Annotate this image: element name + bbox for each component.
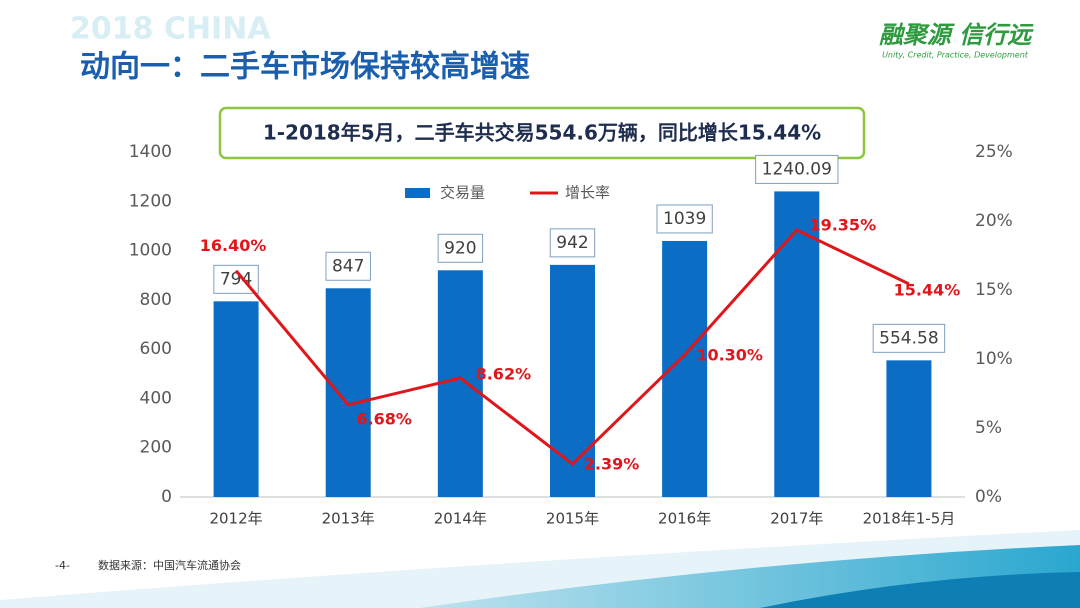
chart: 0 200 400 600 800 1000 1200 1400 0% 5% 10% 15% 20% 25… <box>129 142 1013 528</box>
logo: 融聚源 信行远 <box>879 21 1034 49</box>
bar-value-box <box>656 204 713 234</box>
x-tick-label: 2012年 <box>209 510 262 528</box>
y2-tick-label: 20% <box>975 211 1013 231</box>
y-tick-label: 1400 <box>129 142 172 162</box>
y-tick-label: 600 <box>140 339 172 359</box>
bar-value-label: 920 <box>444 238 476 258</box>
bar-value-label: 1240.09 <box>762 159 832 179</box>
decor-swoosh <box>760 572 1080 608</box>
x-tick-label: 2015年 <box>546 510 599 528</box>
bar <box>213 301 259 497</box>
y2-tick-label: 25% <box>975 142 1013 162</box>
x-tick-label: 2016年 <box>658 510 711 528</box>
x-tick-label: 2018年1-5月 <box>863 510 956 528</box>
x-tick-label: 2014年 <box>434 510 487 528</box>
bar <box>774 191 820 498</box>
line-value-label: 10.30% <box>696 345 763 364</box>
x-tick-label: 2013年 <box>322 510 375 528</box>
line-value-label: 16.40% <box>200 236 267 255</box>
line-value-label: 15.44% <box>894 280 961 299</box>
y2-tick-label: 15% <box>975 280 1013 300</box>
line <box>234 228 910 466</box>
y-tick-label: 0 <box>161 487 172 507</box>
y2-tick-label: 5% <box>975 418 1002 438</box>
y-tick-label: 400 <box>140 388 172 408</box>
callout-text: 1-2018年5月，二手车共交易554.6万辆，同比增长15.44% <box>263 121 821 145</box>
legend-label: 交易量 <box>440 184 485 202</box>
y2-tick-label: 10% <box>975 349 1013 369</box>
bar-value-label: 554.58 <box>879 328 938 348</box>
callout-box <box>218 106 866 160</box>
slogan: Unity, Credit, Practice, Development <box>882 51 1029 60</box>
y-tick-label: 800 <box>140 290 172 310</box>
page-number: -4- <box>55 559 70 572</box>
bar <box>550 264 595 497</box>
bar-value-box <box>213 264 259 294</box>
legend-swatch <box>405 188 430 198</box>
bar <box>437 270 483 497</box>
bar-value-box <box>872 323 946 353</box>
bar-value-box <box>325 251 371 281</box>
watermark: 2018 CHINA <box>70 12 271 47</box>
source-note: 数据来源：中国汽车流通协会 <box>98 558 241 572</box>
line-value-label: 19.35% <box>809 215 876 234</box>
y-tick-label: 1200 <box>129 191 172 211</box>
legend-label: 增长率 <box>565 184 610 202</box>
bar-value-label: 847 <box>332 256 364 276</box>
y2-tick-label: 0% <box>975 487 1002 507</box>
slide-title: 动向一：二手车市场保持较高增速 <box>80 50 530 85</box>
y-tick-label: 1000 <box>129 241 172 261</box>
bar-value-label: 942 <box>556 233 588 253</box>
bar-value-box <box>437 233 484 263</box>
line-value-label: 6.68% <box>356 409 412 428</box>
bar-value-label: 1039 <box>663 209 706 229</box>
line-value-label: 8.62% <box>476 365 532 384</box>
bar-value-box <box>755 154 839 184</box>
bar <box>886 360 932 497</box>
y-tick-label: 200 <box>140 438 172 458</box>
bar <box>325 288 371 497</box>
bar-value-box <box>549 228 596 258</box>
line-value-label: 2.39% <box>584 455 640 474</box>
x-tick-label: 2017年 <box>770 510 823 528</box>
bar-value-label: 794 <box>220 269 252 289</box>
